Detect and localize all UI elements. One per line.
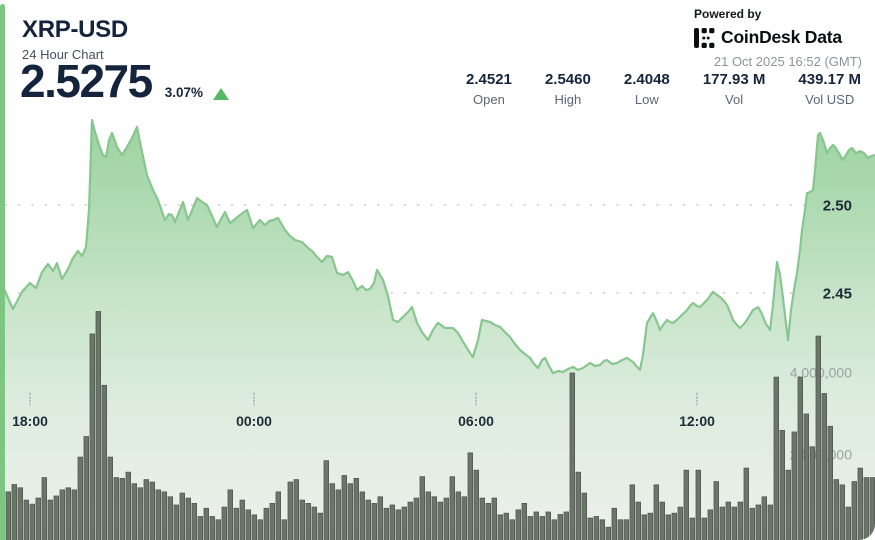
- stat-vol-usd-label: Vol USD: [805, 92, 855, 107]
- stat-open-label: Open: [473, 92, 505, 107]
- stat-high: 2.5460 High: [545, 71, 591, 107]
- svg-text:06:00: 06:00: [458, 413, 494, 429]
- svg-text:18:00: 18:00: [12, 413, 48, 429]
- price-area: [4, 120, 875, 540]
- time-axis-labels: 18:00 00:00 06:00 12:00: [12, 392, 715, 429]
- stat-vol-usd-value: 439.17 M: [798, 71, 861, 88]
- header-left: XRP-USD 24 Hour Chart: [22, 16, 128, 62]
- left-accent-bar: [0, 4, 5, 540]
- price-change-percent: 3.07%: [164, 85, 203, 100]
- stats-row: 2.4521 Open 2.5460 High 2.4048 Low 177.9…: [466, 71, 861, 107]
- stat-vol-value: 177.93 M: [702, 71, 766, 88]
- stat-vol-usd: 439.17 M Vol USD: [798, 71, 861, 107]
- coindesk-brand-text: CoinDesk Data: [721, 27, 842, 47]
- stat-low-value: 2.4048: [623, 71, 670, 88]
- coindesk-logo-icon: [694, 27, 715, 48]
- stat-low-label: Low: [634, 92, 659, 107]
- header-right: Powered by CoinDesk Data 21 Oct 202: [694, 7, 862, 69]
- stat-high-value: 2.5460: [544, 71, 591, 88]
- price-axis-labels: 2.50 2.45: [823, 198, 852, 303]
- svg-text:2.45: 2.45: [823, 286, 852, 303]
- stat-vol: 177.93 M Vol: [703, 71, 766, 107]
- stat-open-value: 2.4521: [466, 71, 512, 88]
- chart-subtitle: 24 Hour Chart: [22, 47, 104, 62]
- price-up-arrow-icon: [212, 88, 229, 100]
- volume-bars: [5, 311, 875, 540]
- stat-low: 2.4048 Low: [624, 71, 670, 107]
- svg-text:00:00: 00:00: [236, 413, 272, 429]
- price-block: 2.5275 3.07%: [20, 58, 229, 104]
- svg-text:12:00: 12:00: [679, 413, 715, 429]
- price-line: [2, 118, 875, 375]
- current-price: 2.5275: [20, 55, 153, 107]
- stat-vol-label: Vol: [725, 92, 744, 107]
- page-title: XRP-USD: [22, 16, 128, 43]
- stat-high-label: High: [554, 92, 582, 107]
- timestamp: 21 Oct 2025 16:52 (GMT): [713, 54, 862, 69]
- stat-open: 2.4521 Open: [466, 71, 512, 107]
- svg-text:2.50: 2.50: [823, 198, 852, 215]
- powered-by-label: Powered by: [694, 7, 762, 21]
- coindesk-brand-link[interactable]: CoinDesk Data: [694, 27, 862, 48]
